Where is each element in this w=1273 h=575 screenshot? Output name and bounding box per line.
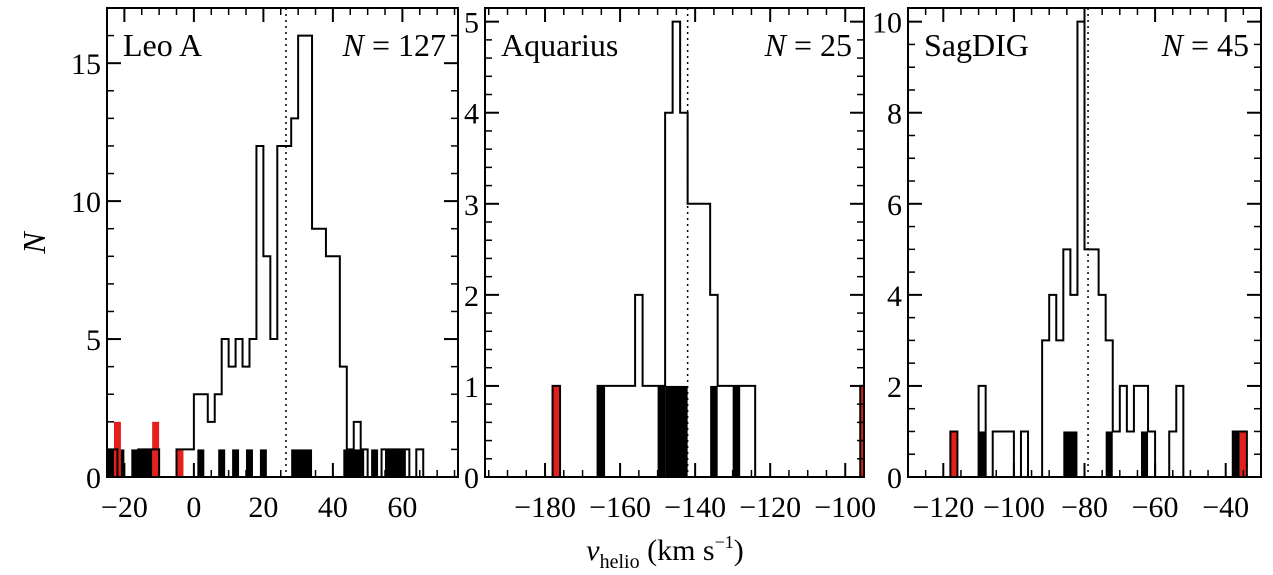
y-tick-label: 4 xyxy=(464,98,479,131)
red-bar xyxy=(860,385,864,477)
x-tick-label: −80 xyxy=(1061,491,1108,524)
black-bar xyxy=(665,385,688,477)
x-axis-label-unit-close: ) xyxy=(734,534,744,567)
y-tick-label: 6 xyxy=(887,189,902,222)
black-bar xyxy=(1232,431,1240,477)
total-histogram-step xyxy=(949,20,1248,477)
y-tick-label: 2 xyxy=(887,371,902,404)
black-bar xyxy=(385,449,406,477)
x-tick-label: 20 xyxy=(248,491,278,524)
y-tick-label: 10 xyxy=(71,186,101,219)
y-tick-label: 5 xyxy=(86,324,101,357)
panel-title: Aquarius xyxy=(501,27,618,63)
black-bar xyxy=(1140,431,1149,477)
black-bar xyxy=(978,431,986,477)
panel-aquarius: −180 −160 −140 −120 −100 0 1 2 3 4 5 Aquarius N = 25 xyxy=(464,7,876,524)
black-bar xyxy=(657,385,666,477)
black-bar xyxy=(107,449,118,477)
y-tick-label: 10 xyxy=(872,7,902,40)
count-value: = 127 xyxy=(364,27,446,63)
y-tick-label: 4 xyxy=(887,280,902,313)
x-tick-label: −160 xyxy=(589,491,651,524)
x-tick-label: −40 xyxy=(1202,491,1249,524)
y-tick-label: 2 xyxy=(464,280,479,313)
x-tick-label: 60 xyxy=(387,491,417,524)
count-value: = 45 xyxy=(1183,27,1249,63)
red-bar xyxy=(950,431,958,477)
x-tick-label: −120 xyxy=(912,491,974,524)
black-bar xyxy=(232,449,240,477)
panel-plot-area xyxy=(107,8,425,477)
panel-sagdig: −120 −100 −80 −60 −40 0 2 4 6 8 10 SagDIG N = 45 xyxy=(872,7,1262,524)
black-bar xyxy=(197,449,205,477)
x-tick-label: −100 xyxy=(814,491,876,524)
panel-title: SagDIG xyxy=(924,27,1029,63)
x-tick-label: −120 xyxy=(739,491,801,524)
x-axis-label-subscript: helio xyxy=(600,551,640,570)
black-bar xyxy=(371,449,379,477)
black-bar xyxy=(1105,431,1113,477)
black-bar xyxy=(732,385,741,477)
count-symbol: N xyxy=(764,27,788,63)
y-tick-label: 3 xyxy=(464,189,479,222)
panel-count-label: N = 25 xyxy=(764,27,852,63)
black-bar xyxy=(291,449,313,477)
panel-frame xyxy=(484,7,865,478)
black-bar xyxy=(597,385,606,477)
y-tick-label: 0 xyxy=(887,462,902,495)
panel-count-label: N = 127 xyxy=(342,27,446,63)
y-tick-label: 0 xyxy=(86,462,101,495)
x-axis-label-unit: (km s xyxy=(640,534,715,567)
panel-plot-area xyxy=(551,8,864,477)
panel-plot-area xyxy=(949,8,1248,477)
red-bar xyxy=(1239,431,1247,477)
count-symbol: N xyxy=(342,27,366,63)
y-tick-label: 5 xyxy=(464,7,479,40)
count-symbol: N xyxy=(1161,27,1185,63)
panel-count-label: N = 45 xyxy=(1161,27,1249,63)
panel-frame xyxy=(106,7,459,478)
y-axis-label: N xyxy=(16,231,52,255)
red-bar xyxy=(552,385,561,477)
x-axis-label: vhelio (km s−1) xyxy=(586,532,743,570)
x-tick-label: −60 xyxy=(1132,491,1179,524)
x-tick-label: −180 xyxy=(514,491,576,524)
black-bar xyxy=(343,449,365,477)
x-axis-label-unit-exponent: −1 xyxy=(715,532,734,552)
y-tick-label: 8 xyxy=(887,98,902,131)
x-axis-label-symbol: v xyxy=(586,534,600,567)
black-bar xyxy=(710,385,718,477)
black-bar xyxy=(1063,431,1078,477)
black-bar xyxy=(246,449,253,477)
count-value: = 25 xyxy=(786,27,852,63)
x-tick-label: 40 xyxy=(318,491,348,524)
black-bar xyxy=(131,449,153,477)
y-tick-label: 0 xyxy=(464,462,479,495)
x-tick-label: −100 xyxy=(983,491,1045,524)
y-tick-label: 1 xyxy=(464,371,479,404)
x-tick-label: 0 xyxy=(186,491,201,524)
total-histogram-step xyxy=(107,34,425,477)
x-tick-label: −20 xyxy=(101,491,148,524)
y-tick-label: 15 xyxy=(71,48,101,81)
x-tick-label: −140 xyxy=(664,491,726,524)
panel-title: Leo A xyxy=(123,27,202,63)
red-bar xyxy=(176,449,184,477)
black-bar xyxy=(218,449,226,477)
